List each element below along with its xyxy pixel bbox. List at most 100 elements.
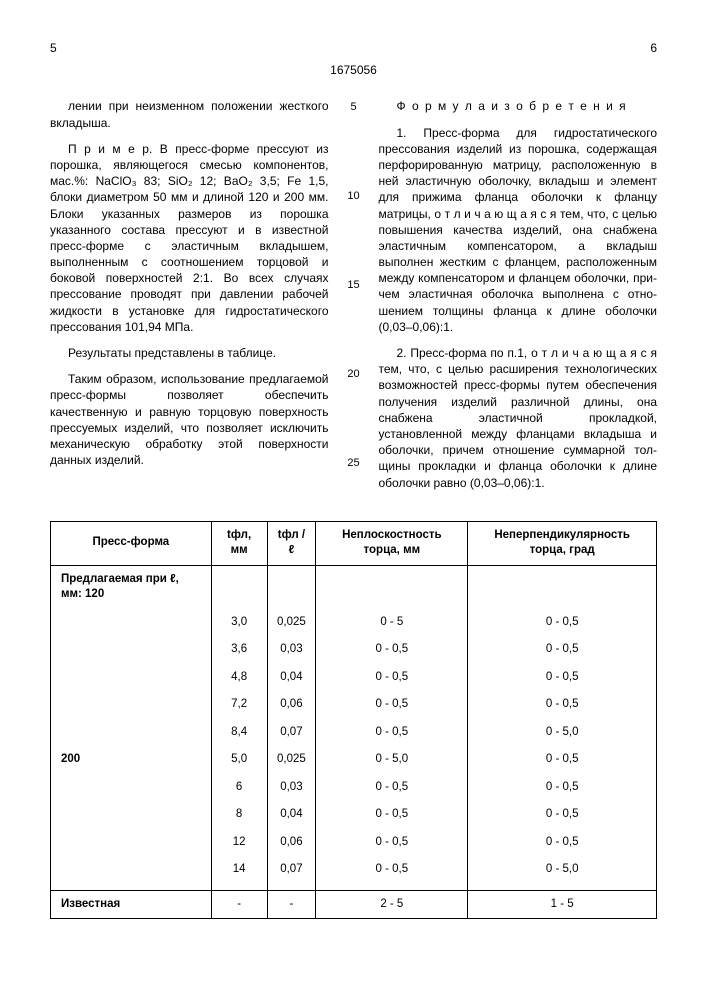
table-cell xyxy=(51,829,212,857)
table-cell: 0 - 0,5 xyxy=(316,636,468,664)
table-row: 8,40,070 - 0,50 - 5,0 xyxy=(51,719,657,747)
table-cell: 0,04 xyxy=(267,664,316,692)
table-cell: 7,2 xyxy=(211,691,267,719)
table-row: Известная--2 - 51 - 5 xyxy=(51,890,657,919)
table-row: 120,060 - 0,50 - 0,5 xyxy=(51,829,657,857)
col-h4: Неплоскост­ность торца, мм xyxy=(316,521,468,565)
table-cell: 2 - 5 xyxy=(316,890,468,919)
table-cell: 0 - 0,5 xyxy=(468,801,657,829)
right-p1: 1. Пресс-форма для гидростатического пре… xyxy=(379,125,658,335)
left-p1: лении при неизменном положении жестко­го… xyxy=(50,98,329,130)
table-cell: 12 xyxy=(211,829,267,857)
table-cell xyxy=(211,565,267,609)
table-cell: 0,025 xyxy=(267,746,316,774)
table-cell: 0 - 0,5 xyxy=(316,801,468,829)
table-cell: 14 xyxy=(211,856,267,884)
table-cell xyxy=(51,801,212,829)
table-cell: 4,8 xyxy=(211,664,267,692)
table-cell: 0,03 xyxy=(267,636,316,664)
table-cell: 0 - 5,0 xyxy=(468,719,657,747)
table-cell: 0,06 xyxy=(267,691,316,719)
table-row: 4,80,040 - 0,50 - 0,5 xyxy=(51,664,657,692)
table-cell: 0 - 0,5 xyxy=(468,636,657,664)
table-cell: 0,07 xyxy=(267,856,316,884)
table-cell xyxy=(51,856,212,884)
table-cell: 3,0 xyxy=(211,609,267,637)
table-cell xyxy=(51,636,212,664)
right-p2: 2. Пресс-форма по п.1, о т л и ч а ю щ а… xyxy=(379,345,658,491)
table-cell xyxy=(51,774,212,802)
table-cell xyxy=(468,565,657,609)
table-row: 140,070 - 0,50 - 5,0 xyxy=(51,856,657,884)
table-cell: 6 xyxy=(211,774,267,802)
table-cell: 8,4 xyxy=(211,719,267,747)
table-cell: 0,04 xyxy=(267,801,316,829)
ln-10: 10 xyxy=(347,189,359,234)
col-h1: Пресс-форма xyxy=(51,521,212,565)
table-row: 7,20,060 - 0,50 - 0,5 xyxy=(51,691,657,719)
ln-20: 20 xyxy=(347,367,359,412)
table-row: Предлагаемая при ℓ, мм: 120 xyxy=(51,565,657,609)
ln-5: 5 xyxy=(350,100,356,145)
left-p4: Таким образом, использование предла­гаем… xyxy=(50,371,329,468)
table-cell: 0 - 0,5 xyxy=(468,746,657,774)
left-p2: П р и м е р. В пресс-форме прессуют из п… xyxy=(50,141,329,335)
table-cell: 0 - 0,5 xyxy=(316,719,468,747)
table-cell: - xyxy=(267,890,316,919)
table-cell: 0 - 0,5 xyxy=(468,691,657,719)
table-cell: 0 - 5 xyxy=(316,609,468,637)
table-cell: 3,6 xyxy=(211,636,267,664)
document-id: 1675056 xyxy=(50,62,657,78)
table-cell: 0 - 0,5 xyxy=(316,829,468,857)
right-column: Ф о р м у л а и з о б р е т е н и я 1. П… xyxy=(379,98,658,500)
table-cell: 5,0 xyxy=(211,746,267,774)
table-cell: 0 - 5,0 xyxy=(316,746,468,774)
col-h3: tфл /ℓ xyxy=(267,521,316,565)
table-cell: 0 - 0,5 xyxy=(468,829,657,857)
right-heading: Ф о р м у л а и з о б р е т е н и я xyxy=(379,98,658,114)
table-row: 3,60,030 - 0,50 - 0,5 xyxy=(51,636,657,664)
table-row: 2005,00,0250 - 5,00 - 0,5 xyxy=(51,746,657,774)
table-header-row: Пресс-форма tфл, мм tфл /ℓ Неплоскост­но… xyxy=(51,521,657,565)
col-h5: Неперпендику­лярность торца, град xyxy=(468,521,657,565)
data-table: Пресс-форма tфл, мм tфл /ℓ Неплоскост­но… xyxy=(50,521,657,920)
left-column: лении при неизменном положении жестко­го… xyxy=(50,98,329,500)
table-cell: Предлагаемая при ℓ, мм: 120 xyxy=(51,565,212,609)
line-numbers: 5 10 15 20 25 xyxy=(347,98,361,500)
page-number-left: 5 xyxy=(50,40,57,56)
table-cell xyxy=(51,664,212,692)
table-cell xyxy=(316,565,468,609)
table-cell: 0 - 0,5 xyxy=(468,664,657,692)
table-cell: 0,07 xyxy=(267,719,316,747)
table-row: 80,040 - 0,50 - 0,5 xyxy=(51,801,657,829)
table-cell: 0 - 0,5 xyxy=(316,664,468,692)
table-cell: 0 - 0,5 xyxy=(316,691,468,719)
ln-15: 15 xyxy=(347,278,359,323)
table-cell: 0 - 0,5 xyxy=(468,774,657,802)
table-cell: - xyxy=(211,890,267,919)
col-h2: tфл, мм xyxy=(211,521,267,565)
table-cell xyxy=(51,719,212,747)
table-body: Предлагаемая при ℓ, мм: 1203,00,0250 - 5… xyxy=(51,565,657,919)
table-cell xyxy=(51,691,212,719)
table-cell: 200 xyxy=(51,746,212,774)
left-p3: Результаты представлены в таблице. xyxy=(50,345,329,361)
table-cell: 0 - 0,5 xyxy=(316,856,468,884)
table-cell: 1 - 5 xyxy=(468,890,657,919)
table-row: 3,00,0250 - 50 - 0,5 xyxy=(51,609,657,637)
table-cell: Известная xyxy=(51,890,212,919)
page-numbers: 5 6 xyxy=(50,40,657,56)
table-cell: 0,025 xyxy=(267,609,316,637)
table-cell xyxy=(51,609,212,637)
table-row: 60,030 - 0,50 - 0,5 xyxy=(51,774,657,802)
table-cell xyxy=(267,565,316,609)
page-number-right: 6 xyxy=(650,40,657,56)
table-cell: 0,03 xyxy=(267,774,316,802)
table-cell: 0 - 0,5 xyxy=(468,609,657,637)
ln-25: 25 xyxy=(347,456,359,501)
table-cell: 0,06 xyxy=(267,829,316,857)
text-columns: лении при неизменном положении жестко­го… xyxy=(50,98,657,500)
table-cell: 0 - 5,0 xyxy=(468,856,657,884)
table-cell: 0 - 0,5 xyxy=(316,774,468,802)
table-cell: 8 xyxy=(211,801,267,829)
